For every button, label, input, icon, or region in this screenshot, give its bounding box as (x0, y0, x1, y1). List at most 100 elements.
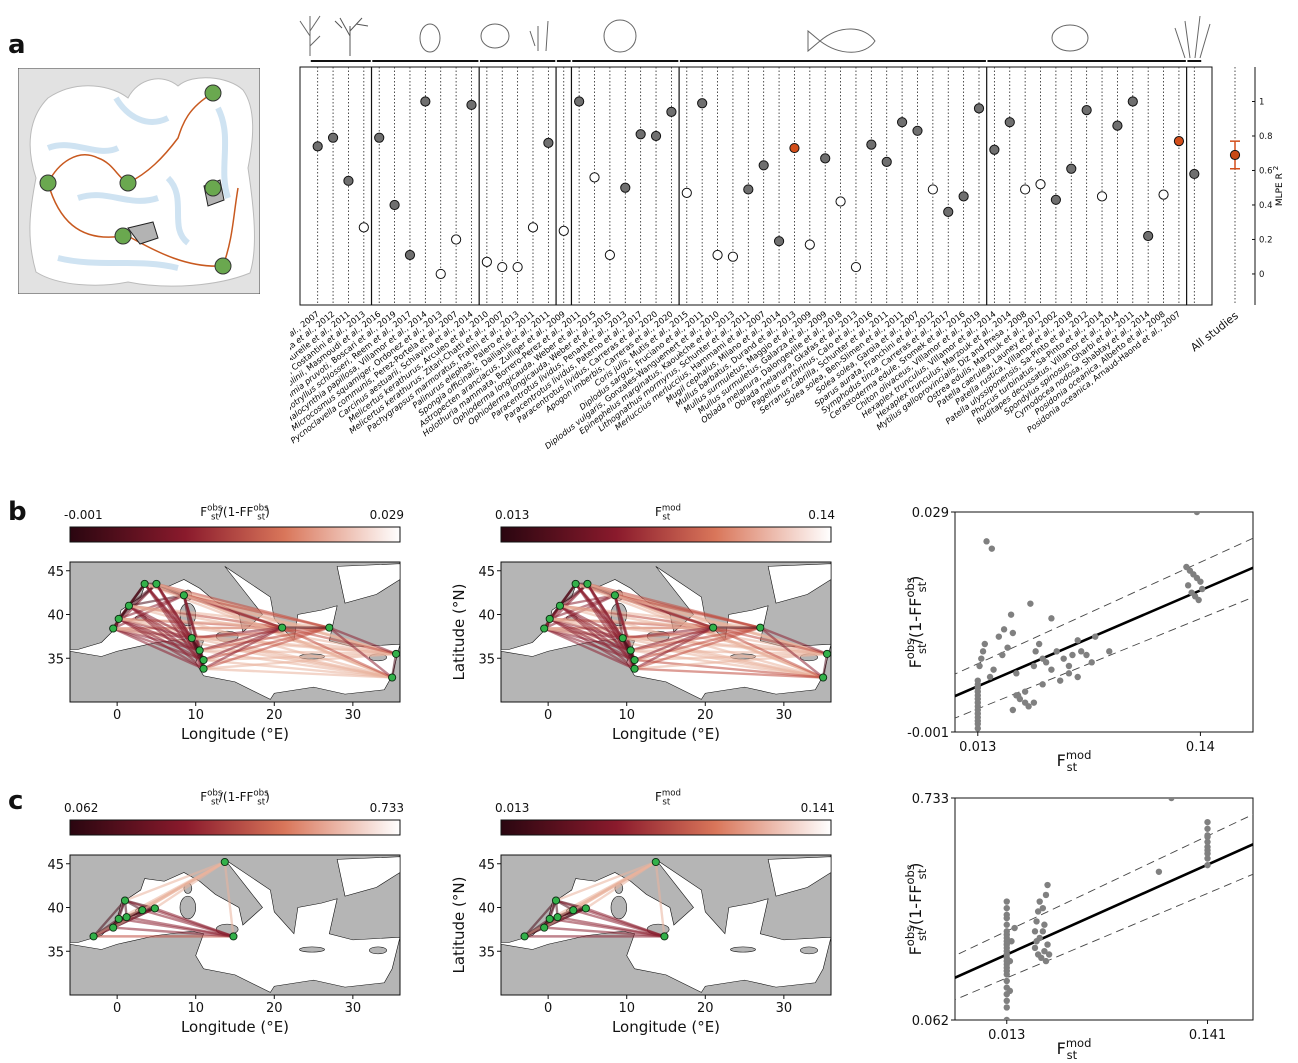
data-point (1006, 957, 1014, 965)
data-point (974, 725, 981, 732)
sampling-site (581, 904, 590, 913)
gene-flow-link (203, 658, 393, 679)
map-black-sea (336, 563, 401, 604)
x-tick-label: 20 (266, 708, 283, 723)
sampling-site (709, 623, 718, 632)
study-point (881, 156, 892, 167)
map-x-axis-label: Longitude (°E) (612, 1018, 720, 1036)
data-point (986, 673, 994, 681)
fobs-part: obs (903, 864, 917, 884)
sampling-site (120, 896, 130, 905)
regression-line (955, 566, 1253, 698)
fobs-part: /(1-F (906, 894, 925, 931)
x-tick-label: 30 (345, 708, 362, 723)
data-point (1042, 659, 1050, 666)
study-point (604, 249, 615, 261)
sampling-site (553, 913, 562, 922)
sampling-site (140, 579, 149, 588)
gene-flow-link (281, 626, 393, 679)
y-tick-label: -0.001 (907, 726, 949, 741)
obs-colorbar (69, 526, 401, 543)
fmod-part: st (1067, 1048, 1078, 1060)
fobs-part: F (906, 598, 925, 607)
data-point (1204, 838, 1211, 846)
study-point (927, 184, 938, 195)
fobs-part: F (200, 505, 207, 519)
data-point (983, 538, 990, 545)
sampling-site (388, 673, 397, 682)
gene-flow-link (630, 626, 714, 652)
fobs-part: /(1-F (906, 607, 925, 644)
data-point (1009, 706, 1017, 714)
sampling-site (124, 601, 133, 610)
sampling-site (651, 857, 660, 867)
data-point (1204, 818, 1211, 826)
fmod-part: mod (662, 504, 681, 514)
x-axis-label: Fmod st (1057, 1036, 1092, 1060)
sampling-site (114, 914, 123, 923)
data-point (1033, 918, 1040, 925)
fobs-part: /(1-F (219, 790, 247, 804)
sampling-site (540, 624, 549, 633)
sampling-site (551, 896, 561, 905)
fobs-part: obs (253, 504, 269, 514)
study-point (1189, 168, 1200, 180)
data-point (1198, 585, 1206, 593)
gene-flow-link (759, 626, 828, 655)
data-point (974, 720, 981, 728)
fobs-label: Fobsst/(1-FFobsst) (903, 863, 929, 956)
gene-flow-link (634, 658, 824, 679)
gene-flow-link (127, 583, 146, 607)
map-x-axis-label: Longitude (°E) (181, 725, 289, 743)
study-point (973, 103, 985, 114)
sampling-site (630, 664, 639, 673)
fobs-part: ) (265, 505, 270, 519)
fobs-part: F (906, 659, 925, 668)
study-point (451, 234, 462, 245)
y-tick-label: 35 (47, 945, 64, 960)
colorbar-max-label: 0.029 (370, 508, 404, 522)
y-tick-label: 40 (478, 902, 495, 917)
fmod-part: st (1067, 760, 1078, 774)
y-axis-label: Fobsst/(1-FFobsst) (903, 576, 929, 669)
study-point (804, 239, 815, 250)
x-tick-label: 10 (618, 1001, 635, 1016)
study-point (958, 191, 969, 202)
map-island (610, 895, 628, 920)
study-point (512, 261, 523, 273)
panel-b-maps: Fobs st/(1-FFobs st)-0.001 0.029 Fmod st0.013… (47, 504, 835, 743)
study-point (589, 172, 600, 183)
ascidian-icon (419, 23, 441, 53)
mod-colorbar-title: Fmod st (655, 504, 681, 523)
study-point (758, 160, 769, 171)
sampling-site (220, 857, 229, 867)
data-point (1044, 941, 1051, 948)
sampling-site (618, 634, 627, 643)
study-point (497, 261, 508, 273)
study-point (912, 125, 923, 136)
y-tick-label: 45 (47, 565, 64, 580)
study-point (327, 132, 339, 143)
confidence-line (955, 537, 1253, 675)
data-point (1008, 938, 1015, 945)
data-point (1065, 662, 1073, 670)
y-tick-label: 40 (47, 609, 64, 624)
data-point (1000, 626, 1008, 633)
data-point (1204, 832, 1211, 839)
y-tick-label: 0.062 (912, 1014, 949, 1029)
data-point (1030, 699, 1038, 706)
map-y-axis-label: Latitude (°N) (450, 877, 468, 974)
data-point (1039, 681, 1046, 688)
fobs-part: obs (903, 577, 917, 597)
fobs-part: F (906, 946, 925, 955)
study-point (727, 251, 739, 262)
fmod-part: st (662, 798, 670, 808)
taxa-icons (299, 15, 1211, 59)
data-point (1011, 924, 1018, 932)
study-point (343, 175, 354, 186)
gene-flow-link (223, 861, 235, 937)
gene-flow-link (654, 861, 666, 937)
fobs-part: F (246, 505, 253, 519)
fobs-part: st (211, 513, 219, 523)
gene-flow-link (557, 915, 665, 938)
